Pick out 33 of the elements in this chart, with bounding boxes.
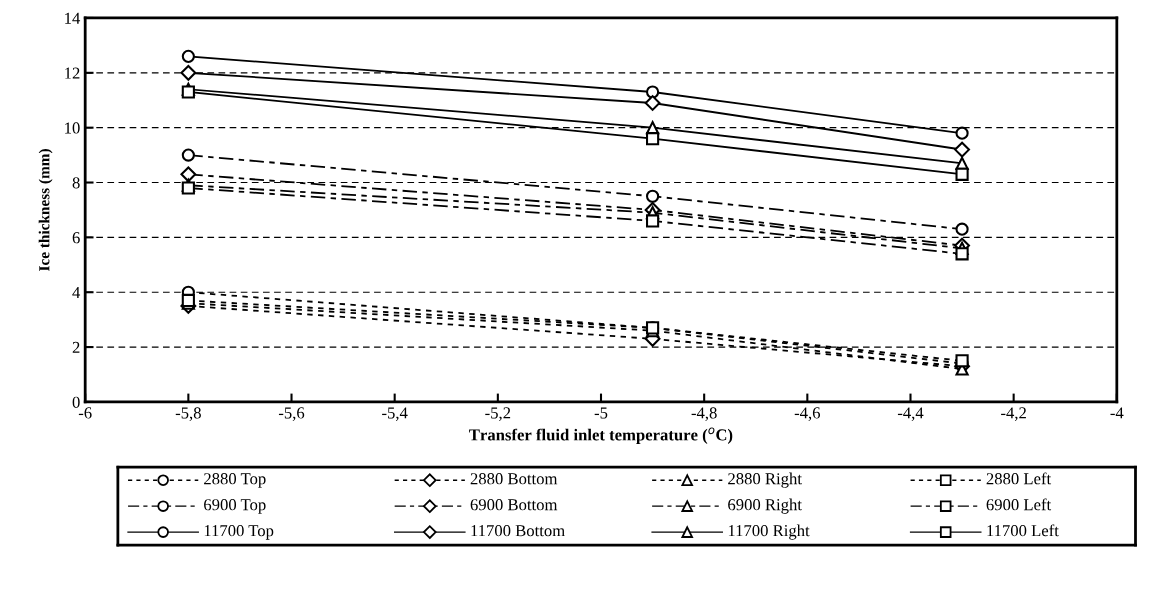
x-tick-label: -4 <box>1110 407 1124 419</box>
legend-label: 2880 Left <box>986 472 1052 485</box>
y-tick-label: 4 <box>72 287 81 299</box>
legend-label: 6900 Top <box>204 499 266 514</box>
legend-label: 2880 Bottom <box>470 473 558 485</box>
y-tick-label: 0 <box>72 396 80 408</box>
legend-label: 6900 Bottom <box>470 499 558 511</box>
y-tick-label: 2 <box>72 341 80 353</box>
x-tick-label: -4,4 <box>897 407 924 421</box>
x-tick-label: -4,6 <box>794 407 821 421</box>
y-tick-label: 8 <box>72 177 80 189</box>
legend-label: 2880 Top <box>204 473 266 488</box>
legend-label: 11700 Left <box>987 524 1059 537</box>
x-tick-label: -6 <box>78 407 92 419</box>
x-tick-label: -4,2 <box>1001 407 1026 421</box>
x-tick-label: -4,8 <box>691 407 717 421</box>
y-axis-title: Ice thickness (mm) <box>38 149 53 271</box>
x-tick-label: -5,6 <box>278 407 305 421</box>
legend-label: 11700 Right <box>728 524 810 540</box>
x-axis-title: Transfer fluid inlet temperature ($^{o}$C) <box>469 427 733 444</box>
legend-label: 2880 Right <box>728 472 802 488</box>
y-tick-label: 6 <box>72 232 80 244</box>
x-tick-label: -5,8 <box>175 407 201 421</box>
y-tick-label: 12 <box>65 67 80 79</box>
legend-label: 11700 Top <box>204 525 274 540</box>
y-tick-label: 14 <box>65 12 81 24</box>
x-tick-label: -5 <box>594 407 608 419</box>
x-tick-label: -5,2 <box>485 407 511 421</box>
x-tick-label: -5,4 <box>382 407 408 421</box>
y-tick-label: 10 <box>65 122 80 134</box>
legend-label: 6900 Right <box>728 498 802 514</box>
legend-label: 11700 Bottom <box>471 525 565 537</box>
legend-label: 6900 Left <box>986 498 1052 511</box>
